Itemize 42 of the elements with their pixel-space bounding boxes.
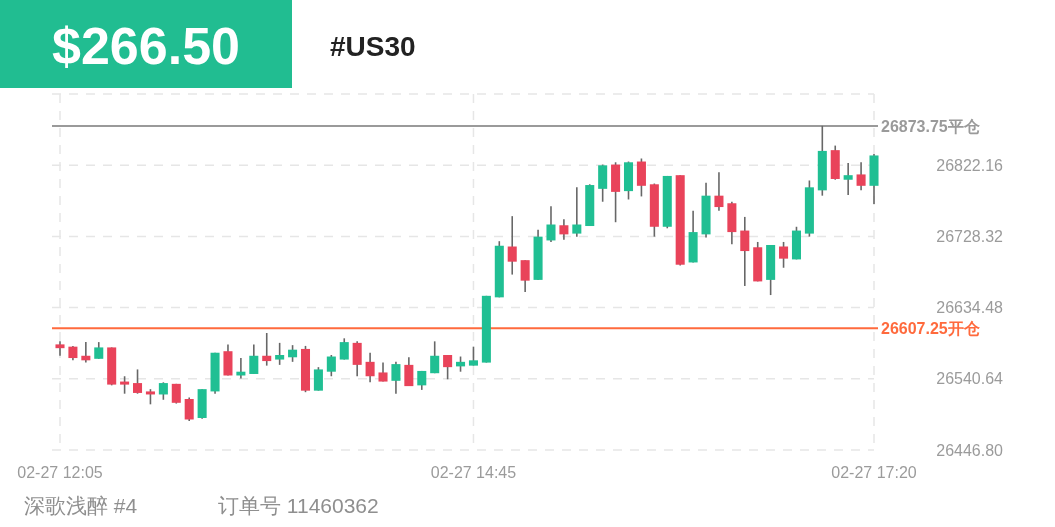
candlestick bbox=[559, 218, 569, 241]
candlestick bbox=[430, 340, 440, 375]
candlestick bbox=[779, 241, 789, 269]
candlestick bbox=[598, 163, 608, 203]
candlestick bbox=[249, 343, 259, 375]
candlestick bbox=[365, 351, 375, 384]
candlestick bbox=[352, 340, 362, 378]
y-tick-label: 26446.80 bbox=[936, 441, 1004, 459]
text: 深歌浅醉 #4 bbox=[24, 493, 138, 517]
text: 订单号 11460362 bbox=[218, 493, 379, 517]
candlestick bbox=[740, 216, 750, 287]
candlestick bbox=[326, 354, 336, 378]
candlestick bbox=[275, 342, 285, 366]
x-tick-label: 02-27 17:20 bbox=[831, 463, 917, 481]
ref-line-label: 26607.25开仓 bbox=[881, 319, 981, 337]
text: $266.50 bbox=[52, 17, 240, 75]
candlestick bbox=[339, 337, 349, 361]
candlestick bbox=[313, 366, 323, 392]
candlestick bbox=[468, 345, 478, 367]
candlestick bbox=[133, 368, 143, 395]
chart-title: #US30 bbox=[330, 30, 416, 62]
ref-line-label: 26873.75平仓 bbox=[881, 117, 981, 135]
candlestick bbox=[507, 215, 517, 276]
x-tick-label: 02-27 14:45 bbox=[430, 463, 517, 481]
candlestick bbox=[843, 162, 853, 196]
candlestick bbox=[546, 205, 556, 243]
y-tick-label: 26728.32 bbox=[936, 227, 1004, 245]
candlestick bbox=[714, 171, 724, 212]
candlestick bbox=[572, 186, 582, 238]
candlestick bbox=[184, 396, 194, 422]
candlestick bbox=[378, 361, 388, 383]
candlestick bbox=[404, 356, 414, 387]
candlestick bbox=[391, 361, 401, 395]
y-tick-label: 26822.16 bbox=[936, 156, 1004, 174]
candlestick bbox=[856, 161, 866, 192]
candlestick bbox=[443, 354, 453, 381]
x-tick-label: 02-27 12:05 bbox=[17, 463, 103, 481]
candlestick bbox=[262, 332, 272, 367]
candlestick bbox=[520, 259, 530, 293]
y-tick-label: 26540.64 bbox=[936, 370, 1004, 388]
y-tick-label: 26634.48 bbox=[936, 299, 1004, 317]
candlestick bbox=[55, 340, 65, 357]
